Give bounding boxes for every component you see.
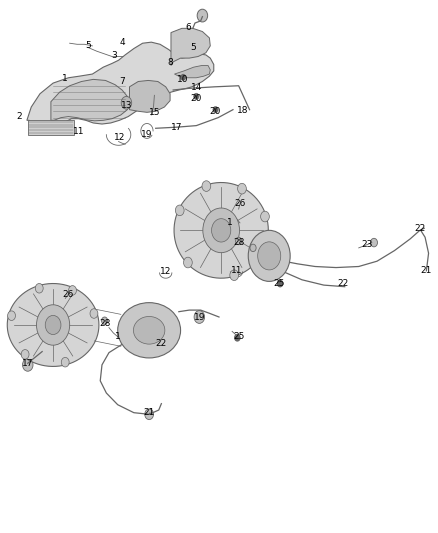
Polygon shape [171, 28, 210, 66]
Circle shape [194, 93, 199, 100]
Circle shape [237, 183, 246, 194]
Circle shape [121, 96, 132, 109]
Text: 14: 14 [191, 83, 202, 92]
Text: 25: 25 [233, 332, 244, 341]
Text: 12: 12 [160, 268, 171, 276]
Polygon shape [174, 182, 268, 278]
Text: 11: 11 [73, 127, 84, 136]
Circle shape [7, 311, 15, 320]
Text: 4: 4 [119, 38, 125, 47]
Text: 20: 20 [191, 94, 202, 103]
Text: 23: 23 [362, 240, 373, 249]
Circle shape [22, 359, 33, 371]
Circle shape [21, 350, 29, 359]
Circle shape [261, 211, 269, 222]
Text: 21: 21 [144, 408, 155, 417]
Text: 22: 22 [156, 339, 167, 348]
Circle shape [371, 238, 378, 247]
Circle shape [236, 237, 242, 245]
Text: 28: 28 [233, 238, 244, 247]
Text: 11: 11 [231, 266, 242, 275]
Text: 28: 28 [99, 319, 110, 328]
Text: 18: 18 [237, 106, 249, 115]
Circle shape [181, 75, 185, 80]
Circle shape [145, 409, 153, 419]
Polygon shape [130, 80, 170, 112]
Circle shape [230, 270, 239, 280]
Text: 10: 10 [177, 75, 189, 84]
Circle shape [184, 257, 192, 268]
Circle shape [250, 244, 256, 252]
Text: 26: 26 [63, 289, 74, 298]
Text: 19: 19 [141, 130, 153, 139]
Text: 12: 12 [114, 133, 125, 142]
Circle shape [35, 284, 43, 293]
Text: 22: 22 [338, 279, 349, 288]
Text: 1: 1 [63, 74, 68, 83]
Circle shape [235, 335, 240, 341]
Ellipse shape [134, 317, 165, 344]
Circle shape [102, 317, 108, 325]
Text: 25: 25 [274, 279, 285, 288]
Text: 13: 13 [121, 101, 132, 110]
Text: 3: 3 [111, 52, 117, 60]
Circle shape [212, 219, 231, 242]
Circle shape [69, 286, 76, 295]
Circle shape [45, 316, 61, 335]
Polygon shape [174, 66, 210, 78]
Polygon shape [27, 42, 214, 134]
Polygon shape [51, 79, 130, 121]
Text: 17: 17 [22, 359, 34, 368]
Text: 5: 5 [190, 43, 196, 52]
Polygon shape [7, 284, 99, 366]
Circle shape [203, 208, 240, 253]
Polygon shape [28, 120, 74, 135]
Circle shape [202, 181, 211, 191]
Text: 17: 17 [170, 123, 182, 132]
Text: 20: 20 [210, 107, 221, 116]
Text: 26: 26 [234, 199, 246, 208]
Circle shape [175, 205, 184, 216]
Text: 8: 8 [167, 59, 173, 67]
Text: 21: 21 [421, 266, 432, 275]
Circle shape [248, 230, 290, 281]
Text: 2: 2 [16, 112, 22, 121]
Text: 1: 1 [115, 332, 120, 341]
Circle shape [258, 242, 281, 270]
Text: 5: 5 [85, 42, 91, 51]
Circle shape [194, 311, 205, 324]
Circle shape [61, 358, 69, 367]
Circle shape [90, 309, 98, 318]
Circle shape [213, 107, 218, 113]
Ellipse shape [118, 303, 180, 358]
Text: 15: 15 [148, 108, 160, 117]
Text: 6: 6 [186, 23, 191, 32]
Circle shape [36, 305, 70, 345]
Circle shape [278, 280, 283, 287]
Text: 22: 22 [414, 224, 425, 233]
Text: 1: 1 [227, 219, 233, 228]
Circle shape [197, 9, 208, 22]
Text: 7: 7 [119, 77, 125, 86]
Text: 19: 19 [194, 312, 205, 321]
